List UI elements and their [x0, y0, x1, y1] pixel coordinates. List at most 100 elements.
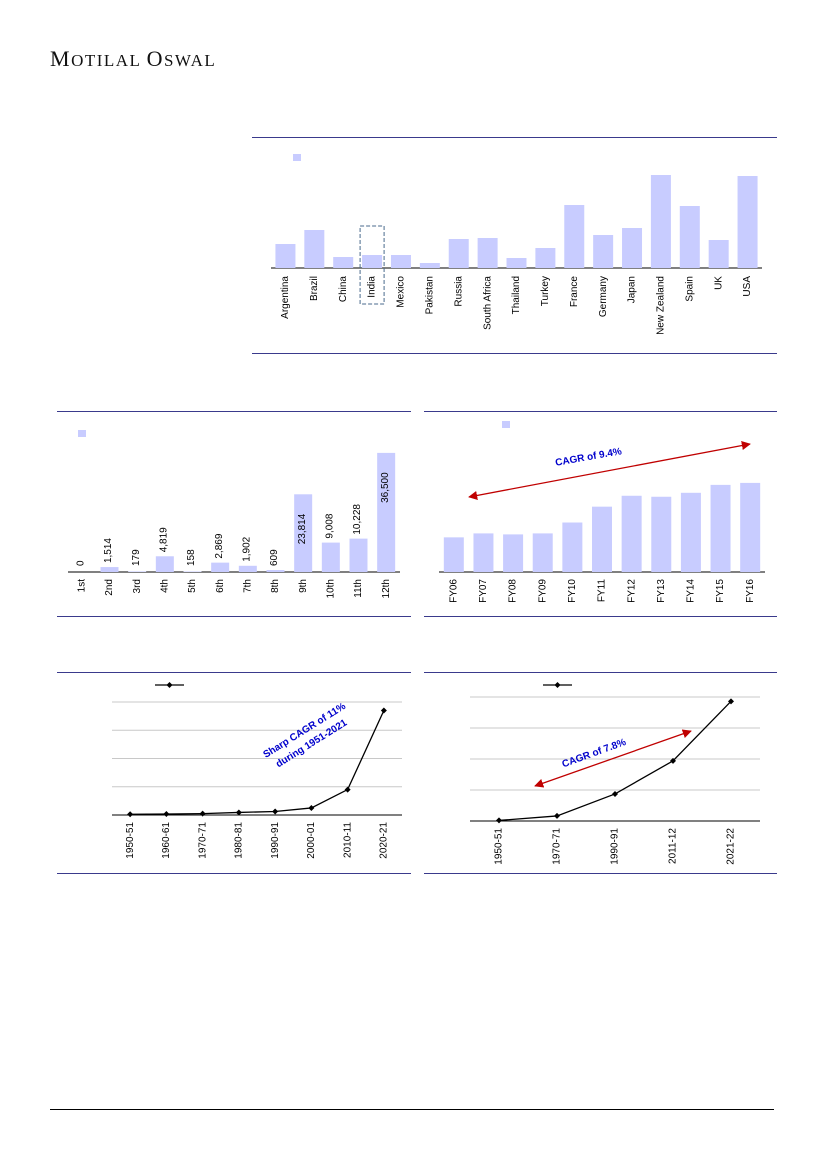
chart2-data-label-11th: 10,228 — [352, 504, 363, 535]
chart5-legend-marker — [543, 682, 572, 688]
chart1-bar-pakistan — [419, 263, 440, 268]
chart1-tick-thailand: Thailand — [511, 276, 522, 314]
chart3-tick-FY08: FY08 — [508, 579, 519, 603]
chart2-tick-11th: 11th — [353, 579, 364, 598]
chart3-tick-FY14: FY14 — [686, 579, 697, 603]
chart5-group: 1950-51 1970-71 1990-91 2011-12 2021-22CAGR … — [470, 696, 760, 865]
chart2-bar-10th — [321, 542, 340, 572]
chart4-tick-2020-21: 2020-21 — [379, 822, 390, 859]
chart5-point-1990-91 — [612, 790, 618, 797]
chart1-legend-swatch — [293, 154, 301, 161]
chart3-tick-FY16: FY16 — [745, 579, 756, 603]
chart5-point-1950-51 — [496, 817, 502, 824]
chart2-data-label-8th: 609 — [269, 549, 280, 566]
chart2-bar-7th — [238, 565, 257, 572]
chart4-tick-1980-81: 1980-81 — [234, 822, 245, 859]
chart2-bar-3rd — [128, 571, 147, 572]
chart3-tick-FY11: FY11 — [597, 579, 608, 603]
chart4-group: 1950-51 1960-61 1970-71 1980-81 1990-91 2000-… — [112, 701, 402, 859]
chart1-bar-spain — [679, 206, 700, 268]
chart2-bar-8th — [266, 570, 285, 572]
chart2-bar-6th — [211, 562, 230, 572]
chart3-bar-FY13 — [651, 496, 672, 572]
chart3-bar-FY15 — [710, 484, 731, 572]
chart2-bar-2nd — [100, 567, 119, 572]
chart1-tick-spain: Spain — [684, 276, 695, 302]
chart4-point-1950-51 — [127, 811, 134, 818]
chart1-bar-india — [362, 255, 383, 268]
chart1-bar-argentina — [275, 244, 296, 268]
chart1-bar-china — [333, 257, 354, 268]
chart1-tick-usa: USA — [742, 276, 753, 297]
brand-logo: MOTILAL OSWAL — [50, 46, 217, 71]
chart2-tick-6th: 6th — [215, 579, 226, 593]
chart5-bottom-rule — [424, 873, 777, 874]
chart2-bottom-rule — [57, 616, 411, 617]
chart4-point-2000-01 — [308, 804, 315, 811]
chart5-tick-1970-71: 1970-71 — [552, 828, 563, 865]
chart2-tick-7th: 7th — [242, 579, 253, 593]
chart3-bottom-rule — [424, 616, 777, 617]
chart3-bar-FY10 — [562, 522, 583, 572]
chart3-tick-FY07: FY07 — [478, 579, 489, 603]
chart2-data-label-5th: 158 — [186, 549, 197, 566]
chart1-bar-usa — [737, 176, 758, 268]
chart1-tick-mexico: Mexico — [396, 276, 407, 308]
chart5-tick-1990-91: 1990-91 — [610, 828, 621, 865]
chart2-data-label-4th: 4,819 — [158, 527, 169, 552]
chart2-bar-4th — [155, 556, 174, 572]
chart1-top-rule — [252, 137, 777, 138]
chart4-point-1980-81 — [235, 809, 242, 816]
chart4-point-1970-71 — [199, 810, 206, 817]
chart3-tick-FY15: FY15 — [715, 579, 726, 603]
chart2-legend-swatch — [78, 430, 86, 437]
chart3-cagr-arrow — [468, 441, 751, 500]
chart1-bar-turkey — [535, 248, 556, 268]
chart3-legend-swatch — [502, 421, 510, 428]
chart1-bar-france — [564, 205, 585, 268]
chart3-tick-FY09: FY09 — [537, 579, 548, 603]
chart1-bar-japan — [622, 228, 643, 268]
chart4-point-2010-11 — [344, 786, 351, 793]
chart4-point-1990-91 — [272, 808, 279, 815]
chart5-cagr-arrow — [534, 729, 692, 788]
chart3-bar-FY14 — [680, 492, 701, 572]
chart4-series-line — [130, 710, 385, 815]
chart1-bar-uk — [708, 240, 729, 268]
chart2-top-rule — [57, 411, 411, 412]
chart4-tick-1970-71: 1970-71 — [197, 822, 208, 859]
chart2-bar-11th — [349, 538, 368, 572]
chart2-data-label-3rd: 179 — [131, 549, 142, 566]
chart1-highlight-box — [359, 225, 385, 305]
chart4-tick-2000-01: 2000-01 — [306, 822, 317, 859]
footer-rule — [50, 1109, 774, 1110]
chart5-series-line — [498, 700, 732, 822]
chart3-cagr-annotation: CAGR of 9.4% — [555, 446, 623, 469]
chart3-bar-FY16 — [740, 482, 761, 572]
chart2-data-label-2nd: 1,514 — [103, 538, 114, 563]
chart1-tick-argentina: Argentina — [280, 276, 291, 319]
chart3-tick-FY06: FY06 — [448, 579, 459, 603]
chart4-bottom-rule — [57, 873, 411, 874]
chart1-tick-south-africa: South Africa — [482, 276, 493, 330]
chart3-bar-FY08 — [503, 534, 524, 572]
chart5-point-1970-71 — [554, 812, 560, 819]
chart5-tick-2011-12: 2011-12 — [668, 828, 679, 864]
chart1-bar-brazil — [304, 230, 325, 268]
chart1-tick-brazil: Brazil — [309, 276, 320, 301]
chart2-data-label-9th: 23,814 — [297, 513, 308, 544]
chart3-tick-FY13: FY13 — [656, 579, 667, 603]
chart4-point-2020-21 — [380, 707, 387, 714]
chart5-point-2021-22 — [728, 698, 734, 705]
chart1-tick-pakistan: Pakistan — [424, 276, 435, 314]
chart3-top-rule — [424, 411, 777, 412]
chart1-bar-germany — [593, 235, 614, 268]
chart1-tick-turkey: Turkey — [540, 276, 551, 306]
chart3-bar-FY12 — [621, 495, 642, 572]
chart4-tick-1950-51: 1950-51 — [125, 822, 136, 859]
chart3-bar-FY06 — [443, 537, 464, 572]
chart4-top-rule — [57, 672, 411, 673]
chart2-data-label-7th: 1,902 — [241, 536, 252, 561]
chart1-bar-mexico — [390, 255, 411, 268]
